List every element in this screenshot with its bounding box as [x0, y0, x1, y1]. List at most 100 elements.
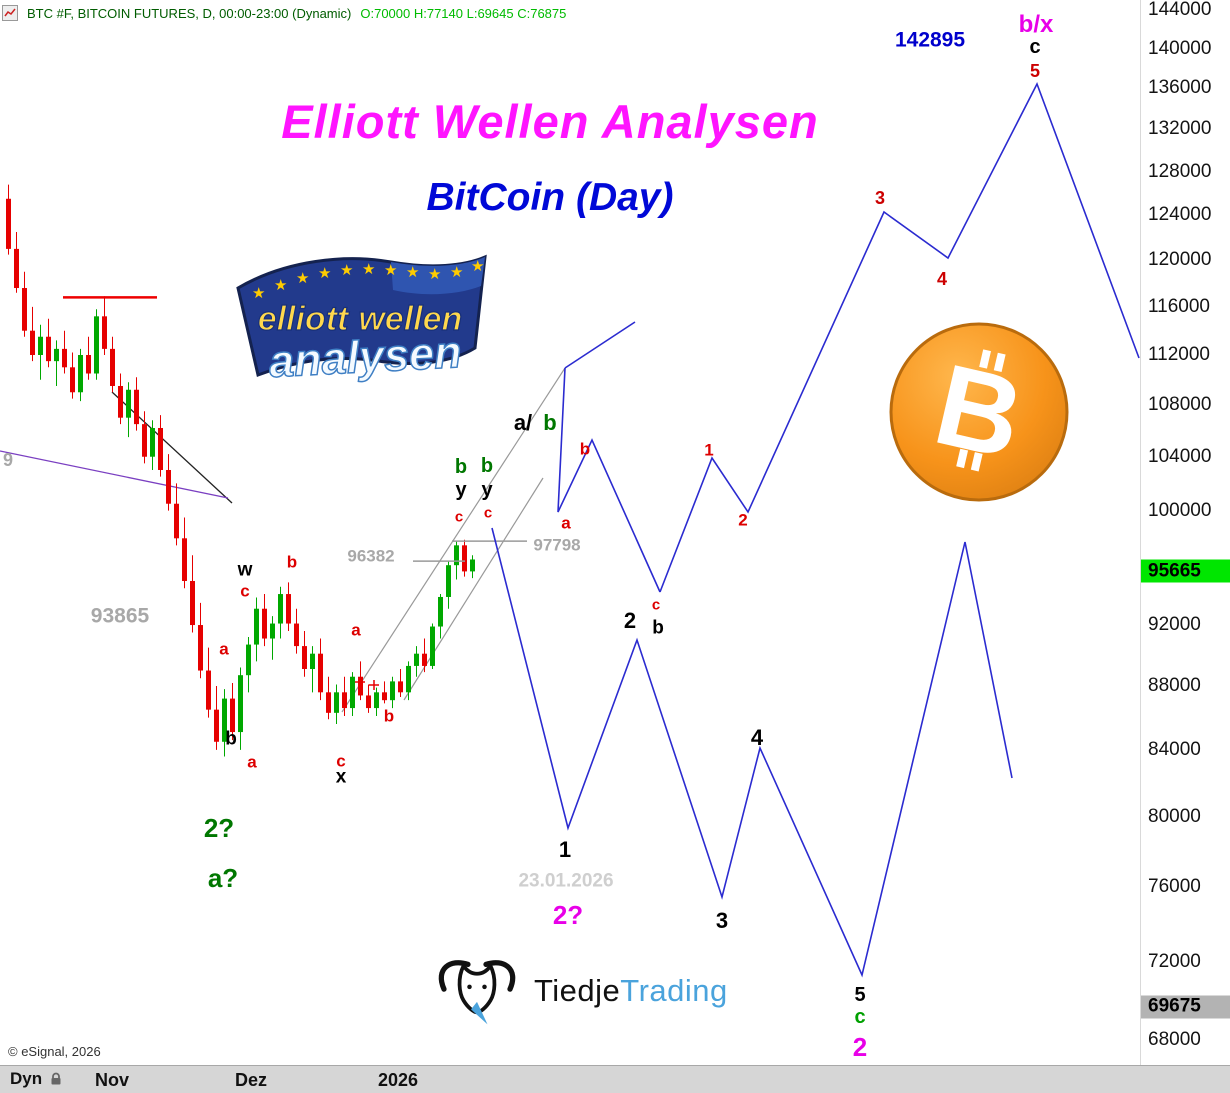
candle-body: [102, 316, 107, 349]
candle-body: [126, 389, 131, 418]
svg-text:★: ★: [274, 277, 287, 294]
candle-body: [174, 503, 179, 539]
symbol-description: BTC #F, BITCOIN FUTURES, D, 00:00-23:00 …: [27, 5, 352, 21]
candle-body: [318, 653, 323, 693]
price-tick-label: 72000: [1148, 950, 1201, 972]
price-tick-label: 80000: [1148, 805, 1201, 827]
price-tick-label: 92000: [1148, 614, 1201, 636]
candle-body: [334, 692, 339, 713]
candle-body: [310, 653, 315, 670]
svg-text:★: ★: [296, 270, 309, 287]
candle-body: [470, 559, 475, 572]
price-tick-label: 112000: [1148, 343, 1210, 365]
eu-stars: ★ ★ ★ ★ ★ ★ ★ ★ ★ ★ ★: [252, 258, 484, 302]
price-tick-label: 100000: [1148, 499, 1212, 521]
price-tick-label: 120000: [1148, 249, 1212, 271]
candle-body: [414, 653, 419, 666]
elliott-wellen-analysen-logo: ★ ★ ★ ★ ★ ★ ★ ★ ★ ★ ★ elliott wellen analysen: [226, 248, 494, 401]
trend-line: [403, 477, 544, 701]
candle-body: [398, 681, 403, 693]
candle-body: [254, 608, 259, 645]
candle-body: [366, 695, 371, 709]
time-axis-label: 2026: [378, 1070, 419, 1090]
candle-body: [246, 644, 251, 676]
candle-body: [462, 545, 467, 572]
candle-body: [86, 354, 91, 374]
projection-alt-up: [564, 321, 636, 369]
candle-body: [198, 625, 203, 671]
time-axis[interactable]: Dyn Nov Dez 2026: [0, 1065, 1230, 1093]
candle-body: [30, 330, 35, 355]
trend-line: [341, 367, 566, 713]
candle-body: [390, 681, 395, 701]
price-tick-label: 144000: [1148, 0, 1212, 20]
candle-body: [206, 670, 211, 710]
coin-circle: [889, 322, 1069, 502]
time-axis-label: Nov: [95, 1070, 130, 1090]
candle-body: [438, 596, 443, 627]
price-tick-label: 116000: [1148, 295, 1210, 317]
candle-body: [270, 623, 275, 639]
candle-body: [374, 692, 379, 709]
price-tick-label: 104000: [1148, 445, 1212, 467]
candle-body: [46, 336, 51, 362]
svg-text:★: ★: [384, 262, 397, 279]
price-tick-label: 84000: [1148, 738, 1201, 760]
candle-body: [302, 646, 307, 670]
chart-title: Elliott Wellen Analysen: [281, 95, 819, 148]
candle-body: [238, 675, 243, 733]
candle-body: [190, 580, 195, 626]
candle-body: [294, 623, 299, 647]
symbol-header: BTC #F, BITCOIN FUTURES, D, 00:00-23:00 …: [2, 5, 566, 21]
candle-body: [62, 348, 67, 368]
chart-type-icon[interactable]: [2, 5, 18, 21]
candle-body: [230, 698, 235, 733]
logo-line2: analysen: [268, 326, 463, 387]
price-tick-label: 140000: [1148, 37, 1212, 59]
svg-text:★: ★: [471, 258, 484, 275]
candle-body: [110, 348, 115, 386]
candle-body: [94, 316, 99, 374]
candle-body: [22, 288, 27, 331]
trend-line: [111, 391, 233, 504]
candle-body: [166, 469, 171, 504]
price-tick-label: 128000: [1148, 160, 1212, 182]
candle-body: [342, 692, 347, 709]
price-tick-label: 76000: [1148, 876, 1201, 898]
dyn-interval-button[interactable]: Dyn: [10, 1069, 64, 1089]
eu-flag-fold: [391, 257, 485, 295]
bitcoin-logo: B: [884, 320, 1074, 510]
chart-subtitle: BitCoin (Day): [426, 176, 674, 219]
candlestick-chart: [0, 82, 1140, 978]
candle-body: [6, 198, 11, 249]
candle-body: [150, 427, 155, 457]
last-price-badge: 95665: [1141, 559, 1230, 583]
trend-line: [0, 450, 229, 499]
secondary-price-badge: 69675: [1141, 995, 1230, 1019]
projection-abc-down: [557, 367, 661, 593]
bull-icon: [438, 960, 516, 1025]
price-tick-label: 124000: [1148, 204, 1212, 226]
price-axis[interactable]: 68000 72000 76000 80000 84000 88000 92000 10000…: [1140, 0, 1230, 1065]
copyright-notice: © eSignal, 2026: [8, 1044, 101, 1059]
candle-body: [430, 626, 435, 666]
price-tick-label: 88000: [1148, 675, 1201, 697]
candle-body: [38, 336, 43, 355]
svg-text:★: ★: [428, 266, 441, 283]
candle-body: [406, 665, 411, 693]
svg-text:★: ★: [252, 285, 265, 302]
svg-text:★: ★: [318, 265, 331, 282]
candle-body: [350, 676, 355, 709]
lock-icon: [51, 1072, 61, 1085]
price-tick-label: 68000: [1148, 1029, 1201, 1050]
chart-canvas[interactable]: w c b a a b b a c x 2? a? 93865 96382 97798 b y c b y c a/b b a…: [0, 0, 1140, 1065]
candle-body: [54, 348, 59, 362]
candle-body: [214, 709, 219, 742]
svg-text:★: ★: [340, 262, 353, 279]
svg-text:★: ★: [406, 264, 419, 281]
candle-body: [382, 692, 387, 701]
svg-text:★: ★: [362, 261, 375, 278]
candle-body: [326, 692, 331, 713]
candle-body: [286, 594, 291, 624]
